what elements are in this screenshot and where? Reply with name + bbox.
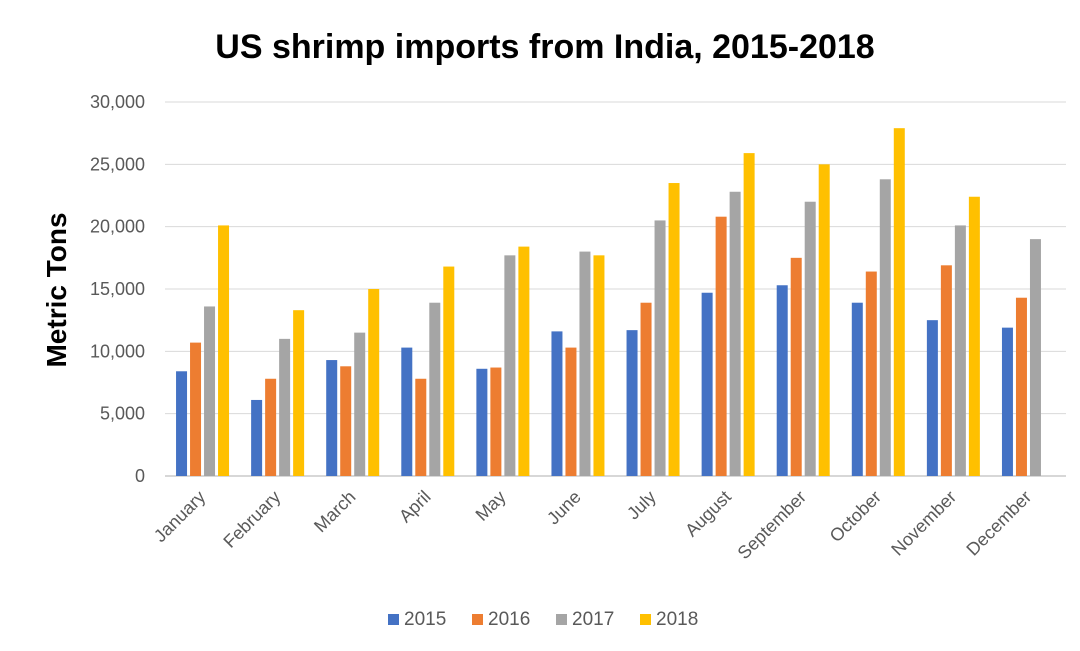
legend-swatch-2018	[640, 614, 651, 625]
bar-2016-february	[265, 378, 277, 476]
bars	[176, 128, 1041, 477]
bar-2016-march	[340, 366, 352, 476]
legend: 2015 2016 2017 2018	[388, 609, 698, 630]
y-tick-label: 30,000	[90, 92, 145, 112]
x-tick-label: June	[543, 487, 585, 529]
bar-2015-february	[251, 399, 263, 476]
bar-2017-november	[954, 225, 966, 476]
x-axis-ticks: January February March April May June July Augu…	[150, 487, 1035, 563]
bar-2016-july	[640, 302, 652, 476]
bar-2016-october	[865, 271, 877, 476]
bar-2017-march	[354, 332, 366, 476]
x-tick-label: January	[150, 487, 209, 546]
bar-2017-june	[579, 251, 591, 476]
bar-2017-may	[504, 255, 516, 476]
bar-2015-august	[701, 292, 713, 476]
bar-2016-november	[940, 265, 952, 476]
y-tick-label: 5,000	[100, 404, 145, 424]
bar-2017-august	[729, 191, 741, 476]
legend-label-2015: 2015	[404, 609, 446, 630]
bar-2018-october	[893, 128, 905, 476]
legend-label-2017: 2017	[572, 609, 614, 630]
bar-2015-december	[1001, 327, 1013, 476]
bar-2018-april	[443, 266, 455, 476]
bar-2018-january	[218, 225, 230, 476]
bar-2018-september	[818, 164, 830, 477]
bar-2016-may	[490, 367, 502, 476]
bar-2016-december	[1015, 297, 1027, 476]
bar-2018-august	[743, 153, 755, 476]
bar-2018-march	[368, 289, 380, 476]
x-tick-label: November	[887, 487, 960, 560]
bar-2015-october	[851, 302, 863, 476]
bar-2016-june	[565, 347, 577, 476]
x-tick-label: April	[395, 487, 435, 527]
bar-2018-may	[518, 246, 530, 476]
y-axis-label: Metric Tons	[41, 212, 72, 367]
bar-2015-july	[626, 330, 638, 476]
bar-2016-january	[190, 342, 202, 476]
bar-2017-february	[279, 338, 291, 476]
bar-2017-january	[204, 306, 216, 476]
bar-2017-april	[429, 302, 441, 476]
bar-2015-may	[476, 368, 488, 476]
y-tick-label: 10,000	[90, 341, 145, 361]
bar-2017-october	[879, 179, 891, 476]
bar-2017-july	[654, 220, 666, 476]
y-tick-label: 15,000	[90, 279, 145, 299]
x-tick-label: March	[310, 487, 360, 537]
bar-2016-august	[715, 216, 727, 476]
bar-2015-june	[551, 331, 563, 476]
bar-2017-december	[1029, 239, 1041, 476]
bar-2016-september	[790, 257, 802, 476]
chart-title: US shrimp imports from India, 2015-2018	[215, 28, 874, 66]
y-tick-label: 20,000	[90, 217, 145, 237]
gridlines	[165, 101, 1066, 477]
bar-2018-february	[293, 310, 305, 476]
bar-2016-april	[415, 378, 427, 476]
legend-label-2016: 2016	[488, 609, 530, 630]
bar-2015-april	[401, 347, 413, 476]
bar-2015-november	[926, 320, 938, 476]
y-axis-ticks: 0 5,000 10,000 15,000 20,000 25,000 30,000	[90, 92, 145, 486]
x-tick-label: December	[962, 487, 1035, 560]
x-tick-label: August	[681, 487, 735, 541]
legend-swatch-2015	[388, 614, 399, 625]
bar-2018-june	[593, 255, 605, 476]
bar-2015-march	[326, 360, 338, 476]
x-tick-label: October	[826, 487, 885, 546]
y-tick-label: 25,000	[90, 154, 145, 174]
x-tick-label: September	[734, 487, 810, 563]
bar-2015-january	[176, 371, 188, 476]
x-tick-label: July	[623, 487, 660, 524]
bar-2015-september	[776, 285, 788, 476]
bar-2017-september	[804, 201, 816, 476]
bar-2018-november	[968, 196, 980, 476]
bar-2018-july	[668, 183, 680, 477]
x-tick-label: February	[219, 487, 284, 552]
y-tick-label: 0	[135, 466, 145, 486]
legend-swatch-2016	[472, 614, 483, 625]
x-tick-label: May	[472, 487, 510, 525]
legend-swatch-2017	[556, 614, 567, 625]
legend-label-2018: 2018	[656, 609, 698, 630]
